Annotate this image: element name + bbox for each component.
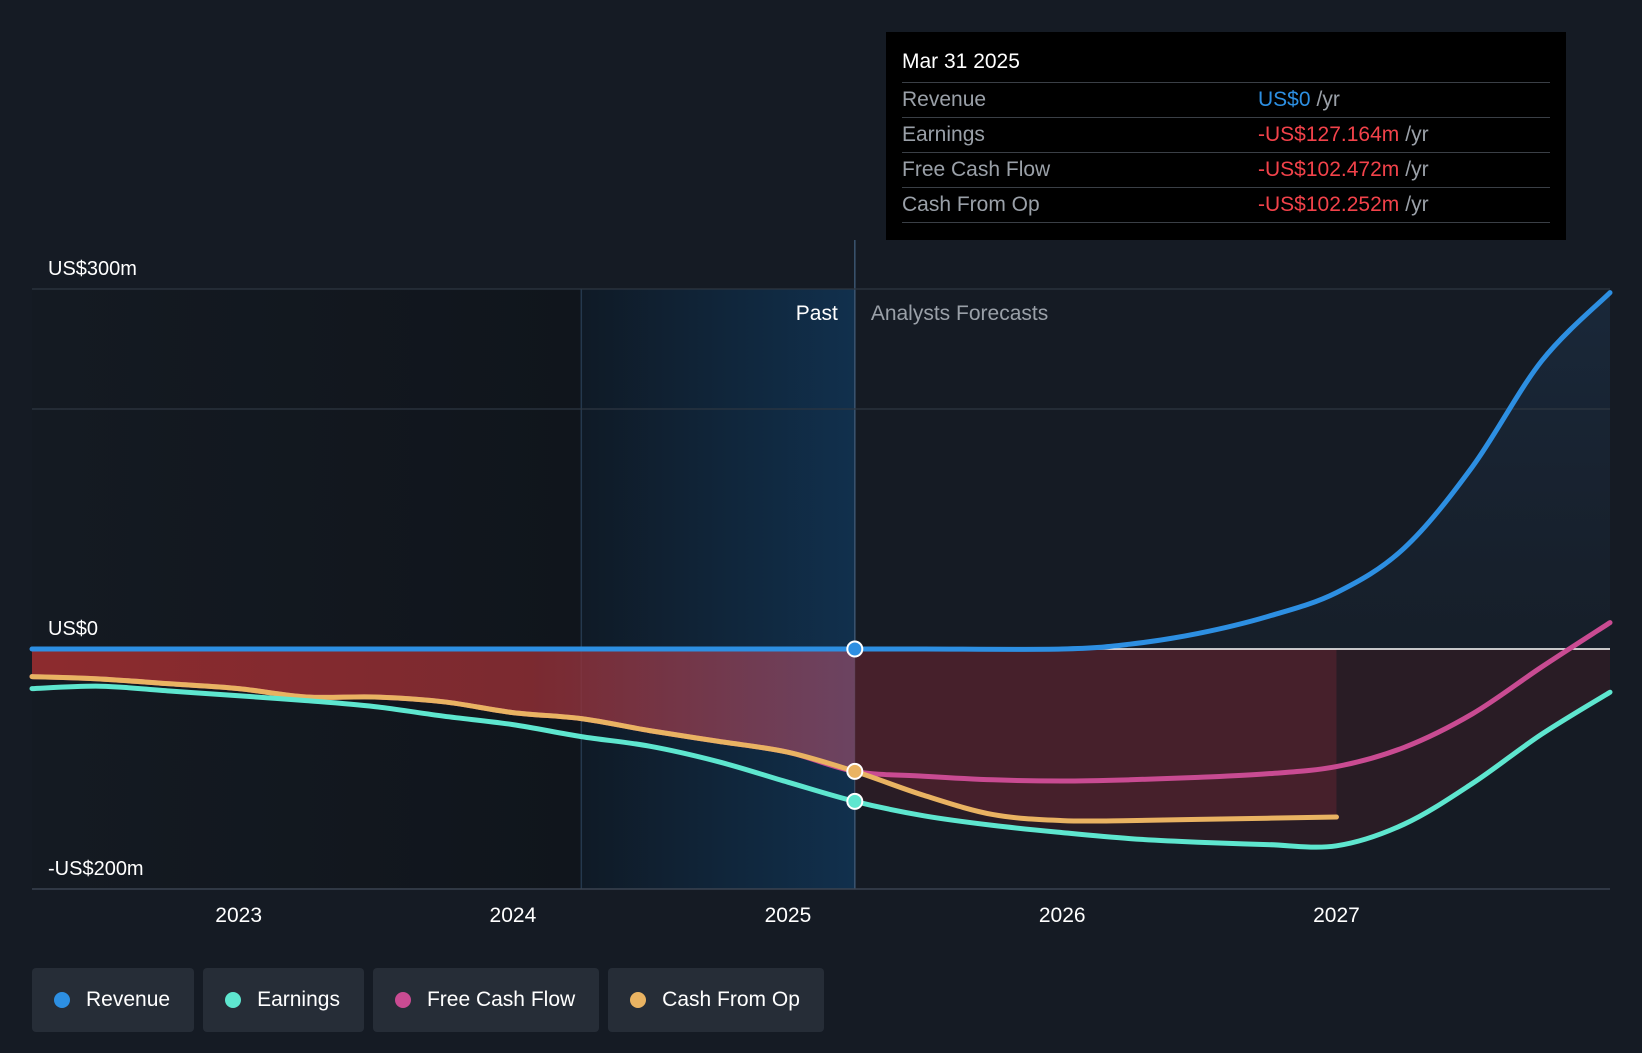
data-point-revenue xyxy=(846,640,864,658)
x-tick-label: 2025 xyxy=(765,904,812,927)
tooltip-value: -US$127.164m xyxy=(1258,123,1400,146)
tooltip-value: -US$102.472m xyxy=(1258,158,1400,181)
y-tick-label: US$300m xyxy=(48,258,137,280)
legend: Revenue Earnings Free Cash Flow Cash Fro… xyxy=(32,968,824,1032)
tooltip-label: Free Cash Flow xyxy=(902,158,1051,181)
revenue-area xyxy=(32,292,1610,650)
tooltip-panel: Mar 31 2025 Revenue US$0 /yr Earnings -U… xyxy=(886,32,1566,240)
legend-label: Cash From Op xyxy=(662,988,800,1011)
tooltip-unit: /yr xyxy=(1405,193,1429,216)
tooltip-label: Cash From Op xyxy=(902,193,1040,216)
data-point-earnings xyxy=(846,792,864,810)
tooltip-row-earnings: Earnings -US$127.164m /yr xyxy=(902,117,1550,152)
legend-dot-icon xyxy=(225,992,242,1008)
x-tick-label: 2024 xyxy=(490,904,537,927)
series-line-cash-from-op xyxy=(29,674,1339,824)
tooltip-label: Revenue xyxy=(902,88,987,111)
loss-area-past xyxy=(32,649,855,772)
legend-dot-icon xyxy=(630,992,647,1008)
legend-item-revenue[interactable]: Revenue xyxy=(32,968,195,1032)
legend-item-cash-from-op[interactable]: Cash From Op xyxy=(608,968,824,1032)
legend-dot-icon xyxy=(394,992,411,1008)
past-shade xyxy=(32,289,582,889)
forecast-label: Analysts Forecasts xyxy=(871,302,1048,325)
tooltip-unit: /yr xyxy=(1405,158,1429,181)
x-tick-label: 2026 xyxy=(1039,904,1086,927)
x-tick-label: 2023 xyxy=(215,904,262,927)
legend-item-earnings[interactable]: Earnings xyxy=(203,968,364,1032)
legend-dot-icon xyxy=(54,992,70,1008)
tooltip-row-revenue: Revenue US$0 /yr xyxy=(902,82,1550,117)
legend-label: Revenue xyxy=(86,988,171,1011)
past-highlight xyxy=(581,289,855,889)
tooltip-label: Earnings xyxy=(902,123,985,146)
tooltip-unit: /yr xyxy=(1316,88,1340,111)
tooltip-unit: /yr xyxy=(1405,123,1429,146)
series-line-earnings xyxy=(29,683,1613,850)
tooltip-value: -US$102.252m xyxy=(1258,193,1400,216)
tooltip-date: Mar 31 2025 xyxy=(902,50,1020,73)
legend-label: Earnings xyxy=(257,988,340,1011)
tooltip-row-cash-from-op: Cash From Op -US$102.252m /yr xyxy=(902,187,1550,223)
series-line-revenue xyxy=(29,290,1613,652)
y-tick-label: -US$200m xyxy=(48,858,144,880)
legend-item-free-cash-flow[interactable]: Free Cash Flow xyxy=(372,968,600,1032)
legend-label: Free Cash Flow xyxy=(426,988,576,1011)
x-tick-label: 2027 xyxy=(1313,904,1360,927)
data-point-cash-from-op xyxy=(846,762,864,780)
tooltip-value: US$0 xyxy=(1258,88,1311,111)
tooltip-row-free-cash-flow: Free Cash Flow -US$102.472m /yr xyxy=(902,152,1550,187)
y-tick-label: US$0 xyxy=(48,618,98,640)
past-label: Past xyxy=(796,302,838,325)
